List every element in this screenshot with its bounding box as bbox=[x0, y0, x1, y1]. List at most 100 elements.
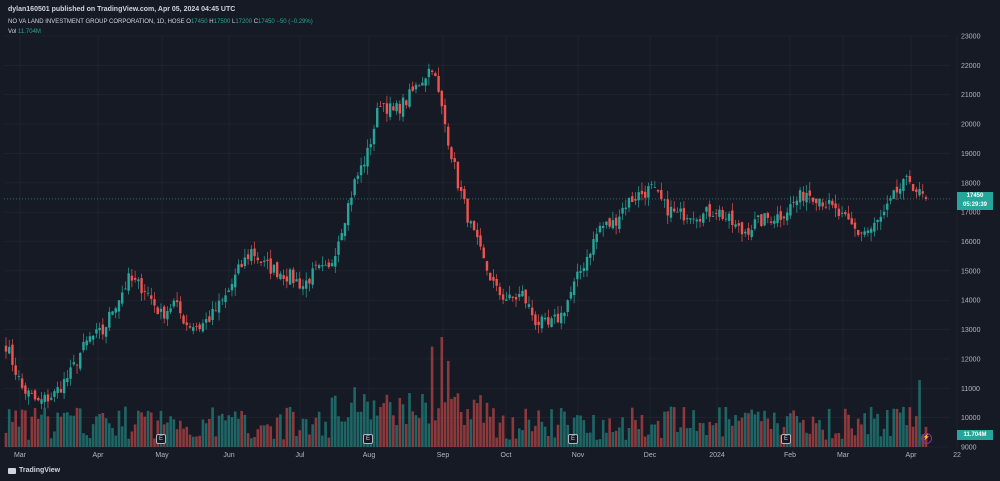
candle-body bbox=[837, 208, 841, 217]
candle-body bbox=[72, 362, 75, 365]
candle-body bbox=[505, 299, 508, 301]
volume-bar bbox=[588, 432, 592, 447]
candle-body bbox=[447, 126, 450, 146]
candle-body bbox=[337, 241, 340, 255]
volume-bar bbox=[821, 429, 825, 447]
low-value: 17200 bbox=[235, 19, 253, 25]
volume-bar bbox=[175, 429, 179, 447]
candle-body bbox=[363, 164, 366, 167]
volume-bar bbox=[14, 410, 17, 447]
time-tick-label: Apr bbox=[906, 452, 918, 459]
volume-bar bbox=[427, 423, 431, 447]
candle-body bbox=[275, 262, 279, 278]
candle-body bbox=[166, 310, 169, 320]
volume-bar bbox=[66, 412, 69, 447]
volume-bar bbox=[337, 416, 340, 447]
volume-bar bbox=[721, 436, 724, 447]
candle-body bbox=[779, 211, 782, 220]
candle-body bbox=[11, 344, 14, 365]
volume-bar bbox=[463, 424, 466, 447]
volume-label: Vol bbox=[8, 29, 17, 35]
candle-body bbox=[844, 212, 847, 215]
volume-bar bbox=[837, 432, 841, 447]
close-value: 17450 bbox=[258, 19, 275, 25]
volume-bar bbox=[718, 407, 721, 447]
candle-body bbox=[405, 100, 408, 106]
candle-body bbox=[288, 269, 292, 285]
candle-body bbox=[908, 175, 912, 182]
candle-body bbox=[27, 390, 30, 397]
candle-body bbox=[179, 301, 182, 314]
candle-body bbox=[188, 326, 192, 328]
candle-body bbox=[827, 200, 831, 204]
candle-body bbox=[589, 253, 592, 258]
earnings-event-badge[interactable]: E bbox=[781, 434, 791, 444]
volume-bar bbox=[492, 408, 495, 447]
volume-bar bbox=[350, 402, 353, 447]
candle-body bbox=[650, 183, 653, 185]
candle-body bbox=[605, 221, 608, 226]
candle-body bbox=[598, 225, 602, 233]
bolt-icon[interactable]: ⚡ bbox=[921, 433, 932, 444]
volume-bar bbox=[847, 414, 850, 447]
volume-bar bbox=[124, 406, 127, 447]
volume-bar bbox=[62, 412, 66, 447]
volume-bar bbox=[734, 414, 737, 447]
candle-body bbox=[263, 260, 266, 262]
volume-bar bbox=[840, 438, 844, 447]
candle-body bbox=[892, 190, 895, 199]
candle-body bbox=[527, 304, 531, 307]
time-tick-label: Mar bbox=[14, 452, 27, 459]
volume-bar bbox=[763, 410, 766, 447]
candle-body bbox=[534, 314, 537, 326]
volume-bar bbox=[818, 420, 821, 447]
candle-body bbox=[550, 318, 553, 328]
earnings-event-badge[interactable]: E bbox=[363, 434, 373, 444]
volume-bar bbox=[566, 424, 569, 447]
volume-bar bbox=[537, 410, 540, 447]
time-tick-label: Feb bbox=[784, 452, 796, 459]
price-tick-label: 18000 bbox=[961, 180, 981, 187]
candle-body bbox=[292, 269, 295, 284]
candle-body bbox=[824, 206, 828, 208]
candle-body bbox=[417, 85, 421, 87]
candle-body bbox=[582, 268, 586, 272]
volume-bar bbox=[395, 425, 398, 447]
price-tick-label: 10000 bbox=[961, 415, 981, 422]
volume-bar bbox=[159, 410, 163, 447]
candle-body bbox=[669, 206, 673, 218]
volume-bar bbox=[11, 421, 14, 447]
volume-bar bbox=[663, 411, 666, 447]
candle-body bbox=[698, 219, 702, 222]
volume-bar bbox=[82, 433, 85, 447]
candle-body bbox=[918, 188, 921, 196]
candle-body bbox=[98, 327, 101, 331]
candle-body bbox=[408, 89, 411, 107]
candle-body bbox=[269, 258, 272, 274]
volume-legend[interactable]: Vol 11.704M bbox=[8, 29, 41, 35]
volume-bar bbox=[369, 419, 373, 447]
volume-bar bbox=[831, 438, 834, 447]
time-tick-label: Jul bbox=[296, 452, 305, 459]
earnings-event-badge[interactable]: E bbox=[156, 434, 166, 444]
price-tick-label: 16000 bbox=[961, 239, 981, 246]
volume-bar bbox=[776, 423, 779, 447]
candle-body bbox=[618, 216, 621, 230]
candle-body bbox=[744, 231, 747, 234]
candle-body bbox=[679, 208, 682, 212]
volume-bar bbox=[179, 420, 182, 447]
volume-bar bbox=[356, 411, 360, 447]
candle-body bbox=[395, 103, 398, 112]
symbol-legend[interactable]: NO VA LAND INVESTMENT GROUP CORPORATION,… bbox=[8, 19, 313, 25]
candle-body bbox=[124, 288, 127, 290]
volume-bar bbox=[437, 408, 440, 447]
candle-body bbox=[543, 317, 547, 320]
volume-bar bbox=[301, 418, 305, 447]
candle-body bbox=[382, 103, 385, 104]
tradingview-logo[interactable]: TradingView bbox=[8, 467, 60, 474]
candle-body bbox=[563, 312, 566, 317]
earnings-event-badge[interactable]: E bbox=[568, 434, 578, 444]
volume-bar bbox=[760, 421, 763, 447]
candle-body bbox=[795, 200, 799, 206]
